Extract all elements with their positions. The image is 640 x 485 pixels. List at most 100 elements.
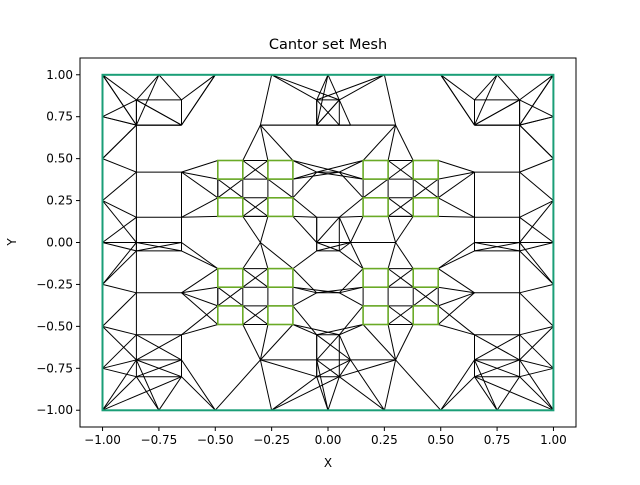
mesh-edge-94 — [519, 283, 554, 294]
mesh-edge-106 — [102, 200, 137, 218]
mesh-edge-377 — [316, 242, 351, 252]
mesh-edge-53 — [440, 74, 475, 126]
mesh-edge-104 — [519, 216, 554, 243]
mesh-edge-405 — [338, 217, 351, 243]
cantor-square-15 — [412, 159, 440, 180]
y-axis-ticks: −1.00 −0.75 −0.50 −0.25 0.00 0.25 0.50 0.75 1.00 — [36, 68, 80, 417]
mesh-edge-9 — [102, 376, 182, 411]
mesh-edge-39 — [327, 376, 340, 411]
mesh-edge-226 — [339, 324, 364, 336]
mesh-edge-72 — [519, 359, 554, 411]
mesh-edge-249 — [362, 178, 389, 199]
cantor-square-2 — [217, 197, 244, 218]
mesh-edge-231 — [339, 292, 364, 307]
mesh-edge-491 — [395, 216, 414, 243]
mesh-edge-394 — [316, 359, 340, 378]
mesh-edge-32 — [259, 359, 273, 411]
mesh-edge-110 — [519, 200, 554, 218]
mesh-edge-245 — [350, 216, 364, 243]
y-tick-label-3: −0.25 — [36, 277, 73, 291]
cantor-square-1 — [217, 267, 244, 289]
mesh-edge-381 — [292, 197, 318, 218]
mesh-edge-114 — [102, 158, 137, 173]
mesh-edge-222 — [292, 160, 317, 173]
mesh-edge-89 — [519, 326, 554, 361]
cantor-square-7 — [267, 159, 294, 180]
y-tick-label-6: 0.50 — [46, 152, 73, 166]
x-tick-label-3: −0.25 — [253, 433, 290, 447]
mesh-edge-472 — [260, 242, 294, 269]
y-tick-label-4: 0.00 — [46, 236, 73, 250]
mesh-edge-34 — [316, 74, 329, 101]
mesh-edge-109 — [102, 200, 137, 243]
mesh-edge-82 — [102, 325, 137, 336]
mesh-edge-374 — [316, 286, 364, 294]
mesh-edge-160 — [181, 160, 218, 173]
cantor-square-14 — [412, 197, 440, 218]
mesh-edge-238 — [339, 250, 364, 270]
mesh-edge-45 — [316, 74, 385, 101]
mesh-edge-43 — [339, 74, 385, 101]
mesh-edge-23 — [181, 376, 216, 411]
mesh-edge-418 — [437, 305, 475, 336]
mesh-edge-25 — [214, 359, 261, 411]
cantor-square-0 — [217, 305, 244, 326]
mesh-edge-406 — [316, 216, 340, 243]
x-tick-label-8: 1.00 — [540, 433, 567, 447]
mesh-edge-219 — [267, 178, 294, 199]
mesh-edge-310 — [437, 268, 475, 294]
mesh-edge-407 — [338, 171, 364, 199]
mesh-edge-18 — [181, 74, 216, 101]
mesh-edge-99 — [102, 242, 137, 252]
mesh-edge-33 — [271, 376, 340, 411]
cantor-square-6 — [267, 197, 294, 218]
mesh-edge-205 — [242, 160, 269, 180]
mesh-edge-75 — [102, 359, 137, 369]
mesh-edge-396 — [338, 334, 351, 361]
cantor-square-8 — [362, 305, 389, 326]
mesh-edge-398 — [338, 305, 364, 336]
mesh-edge-402 — [316, 242, 340, 252]
mesh-edge-301 — [387, 160, 414, 180]
mesh-edge-466 — [260, 324, 294, 361]
boundary-rect — [101, 73, 555, 412]
mesh-edge-489 — [387, 216, 397, 243]
mesh-edge-73 — [474, 376, 554, 411]
mesh-edge-69 — [519, 74, 554, 126]
mesh-edge-371 — [292, 305, 318, 336]
mesh-edge-62 — [474, 376, 498, 411]
mesh-edge-221 — [292, 171, 317, 180]
mesh-edge-354 — [136, 242, 182, 252]
cantor-square-5 — [267, 267, 294, 289]
mesh-edge-228 — [316, 324, 364, 336]
mesh-edge-423 — [437, 292, 475, 325]
mesh-edge-96 — [519, 250, 554, 285]
mesh-edge-124 — [102, 99, 137, 118]
mesh-edge-41 — [316, 359, 329, 411]
mesh-edge-450 — [474, 242, 520, 252]
mesh-edge-367 — [316, 359, 351, 378]
mesh-edge-462 — [136, 99, 182, 126]
mesh-edge-485 — [395, 324, 414, 361]
mesh-edge-470 — [242, 242, 261, 269]
mesh-edge-433 — [437, 171, 475, 199]
mesh-edge-140 — [217, 286, 244, 307]
mesh-edge-318 — [438, 160, 475, 173]
mesh-edge-477 — [260, 124, 294, 161]
x-tick-label-4: 0.00 — [315, 433, 342, 447]
y-tick-label-7: 0.75 — [46, 110, 73, 124]
mesh-edge-27 — [271, 74, 317, 101]
mesh-edge-358 — [181, 171, 219, 199]
mesh-edge-56 — [440, 359, 475, 411]
mesh-edge-143 — [181, 250, 219, 270]
mesh-edge-78 — [519, 367, 554, 378]
mesh-edge-412 — [338, 99, 351, 126]
mesh-edge-85 — [102, 326, 137, 361]
mesh-edge-490 — [395, 242, 414, 269]
mesh-edge-123 — [102, 116, 137, 126]
x-tick-label-2: −0.50 — [197, 433, 234, 447]
cantor-square-4 — [267, 305, 294, 326]
mesh-edge-252 — [339, 171, 364, 180]
mesh-edge-486 — [362, 324, 396, 361]
